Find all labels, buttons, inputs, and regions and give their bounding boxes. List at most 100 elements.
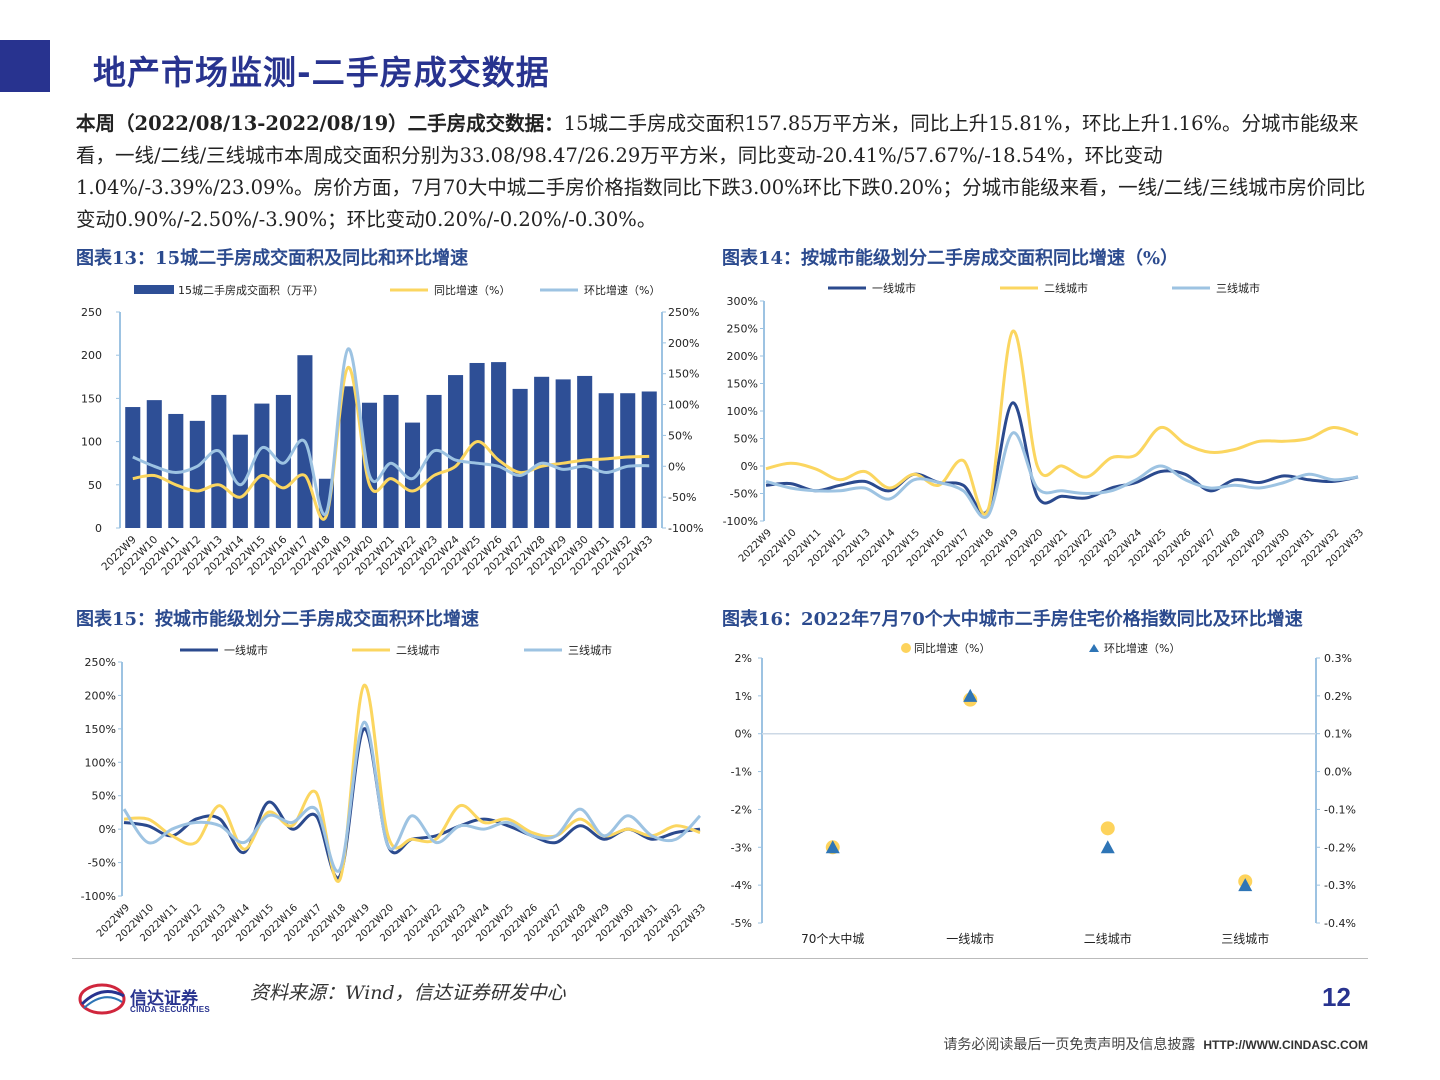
disclaimer-text: 请务必阅读最后一页免责声明及信息披露 — [943, 1037, 1196, 1053]
y-tick-label-right: -100% — [668, 522, 703, 535]
y-tick-label-left: 100 — [81, 436, 102, 449]
page-number: 12 — [1322, 982, 1351, 1012]
bar — [491, 362, 507, 528]
fig16-chart: 同比增速（%） 环比增速（%） -5% -4% -3% -2% -1% 0% 1% 2% -0.4%… — [720, 634, 1370, 954]
y-tick-label-right: 0.0% — [1324, 766, 1352, 779]
x-tick-label: 一线城市 — [946, 931, 994, 946]
legend-label-bar: 15城二手房成交面积（万平） — [178, 283, 324, 297]
y-tick-label-right: 150% — [668, 368, 699, 381]
legend-label-yoy: 同比增速（%） — [434, 283, 510, 297]
y-tick-label-left: -1% — [731, 766, 752, 779]
summary-text: 15城二手房成交面积157.85万平方米，同比上升15.81%，环比上升1.16… — [76, 112, 1366, 231]
y-tick-label: 200% — [727, 350, 758, 363]
scatter-point-mom — [963, 688, 978, 702]
y-tick-label-right: -0.1% — [1324, 803, 1356, 816]
legend-swatch-bar — [134, 285, 174, 294]
y-tick-label-right: 200% — [668, 337, 699, 350]
legend-label-2: 三线城市 — [568, 643, 612, 657]
y-tick-label: 250% — [85, 656, 116, 669]
footer-divider — [72, 958, 1368, 959]
legend-label-0: 一线城市 — [872, 281, 916, 295]
fig15-title: 图表15：按城市能级划分二手房成交面积环比增速 — [76, 609, 480, 630]
y-tick-label-left: 150 — [81, 392, 102, 405]
bar — [168, 413, 184, 528]
y-tick-label: 300% — [727, 295, 758, 308]
fig13-svg: 15城二手房成交面积（万平） 同比增速（%） 环比增速（%） 0 50 100 150 200… — [81, 283, 703, 578]
bar — [189, 420, 205, 528]
y-tick-label-right: 50% — [668, 429, 692, 442]
scatter-point-mom — [1238, 878, 1253, 892]
header-accent-block — [0, 40, 50, 92]
series-line-2 — [122, 720, 702, 873]
y-tick-label: 50% — [92, 790, 116, 803]
y-tick-label-right: -0.3% — [1324, 879, 1356, 892]
y-tick-label: -50% — [730, 488, 758, 501]
series-line-1 — [132, 347, 650, 517]
bar — [340, 386, 356, 528]
series-line-0 — [765, 401, 1359, 515]
y-tick-label-left: -2% — [731, 803, 752, 816]
legend-label-1: 二线城市 — [1044, 281, 1088, 295]
x-tick-label: 三线城市 — [1221, 931, 1269, 946]
y-tick-label: 250% — [727, 323, 758, 336]
y-tick-label-right: -50% — [668, 491, 696, 504]
bar — [598, 393, 614, 528]
bar — [426, 394, 442, 528]
fig15-svg: 一线城市 二线城市 三线城市 -100% -50% 0% 50% 100% 150% 200% 25… — [81, 643, 709, 944]
series-line-0 — [132, 365, 650, 521]
bar — [404, 422, 421, 528]
scatter-point-mom — [1100, 840, 1115, 854]
y-tick-label-left: 1% — [735, 690, 752, 703]
y-tick-label-right: 0.1% — [1324, 728, 1352, 741]
series-line-2 — [765, 431, 1359, 519]
legend-marker-yoy — [901, 643, 911, 653]
y-tick-label: 100% — [85, 756, 116, 769]
bar — [275, 394, 291, 528]
logo-name-en: CINDA SECURITIES — [130, 1005, 211, 1014]
y-tick-label: -50% — [88, 857, 116, 870]
summary-lead: 本周（2022/08/13-2022/08/19）二手房成交数据： — [76, 112, 564, 135]
fig15-chart: 一线城市 二线城市 三线城市 -100% -50% 0% 50% 100% 150% 200% 25… — [72, 634, 712, 944]
fig13-chart: 15城二手房成交面积（万平） 同比增速（%） 环比增速（%） 0 50 100 150 200… — [72, 272, 712, 587]
legend-marker-mom — [1089, 644, 1099, 652]
scatter-point-mom — [825, 840, 840, 854]
bar — [577, 375, 593, 528]
x-tick-label: 二线城市 — [1084, 931, 1132, 946]
bar — [211, 394, 227, 528]
bar — [555, 379, 571, 528]
y-tick-label-right: 0.3% — [1324, 652, 1352, 665]
y-tick-label-right: 0.2% — [1324, 690, 1352, 703]
y-tick-label-left: 200 — [81, 349, 102, 362]
bar — [232, 434, 248, 528]
footer-disclaimer: 请务必阅读最后一页免责声明及信息披露 HTTP://WWW.CINDASC.COM — [943, 1034, 1368, 1054]
footer-url[interactable]: HTTP://WWW.CINDASC.COM — [1203, 1038, 1368, 1052]
legend-label-0: 一线城市 — [224, 643, 268, 657]
y-tick-label-left: 250 — [81, 306, 102, 319]
legend-label-mom: 环比增速（%） — [1104, 641, 1180, 655]
bar — [361, 402, 378, 528]
fig14-svg: 一线城市 二线城市 三线城市 -100% -50% 0% 50% 100% 150% 200% 25… — [723, 281, 1367, 569]
bar — [383, 394, 399, 528]
bar — [534, 376, 550, 528]
bar — [448, 375, 464, 528]
y-tick-label-right: 100% — [668, 399, 699, 412]
scatter-point-yoy — [1100, 821, 1115, 836]
y-tick-label: -100% — [723, 515, 758, 528]
logo-name-cn: 信达证券 — [130, 989, 198, 1009]
fig13-title: 图表13：15城二手房成交面积及同比和环比增速 — [76, 248, 469, 269]
page-title: 地产市场监测-二手房成交数据 — [93, 53, 550, 92]
bar — [512, 388, 528, 528]
y-tick-label: 0% — [99, 823, 116, 836]
y-tick-label: 150% — [727, 378, 758, 391]
legend-label-1: 二线城市 — [396, 643, 440, 657]
series-line-0 — [123, 727, 701, 880]
fig14-title: 图表14：按城市能级划分二手房成交面积同比增速（%） — [722, 248, 1179, 269]
y-tick-label-left: -5% — [731, 917, 752, 930]
bar — [254, 403, 270, 528]
legend-label-2: 三线城市 — [1216, 281, 1260, 295]
series-line-1 — [765, 329, 1359, 516]
legend-label-yoy: 同比增速（%） — [914, 641, 990, 655]
y-tick-label-left: 0 — [95, 522, 102, 535]
fig16-svg: 同比增速（%） 环比增速（%） -5% -4% -3% -2% -1% 0% 1% 2% -0.4%… — [731, 641, 1356, 946]
bar — [125, 407, 141, 528]
